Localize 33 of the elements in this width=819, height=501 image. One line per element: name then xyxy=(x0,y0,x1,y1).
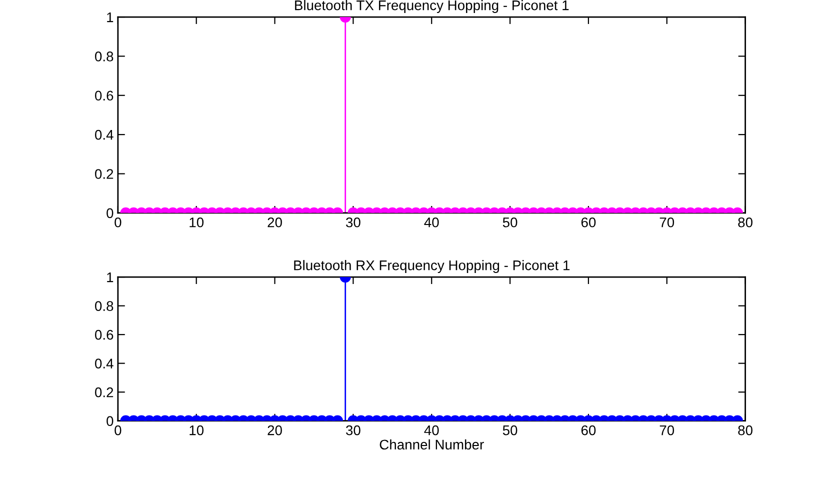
x-tick-label: 0 xyxy=(114,425,122,436)
x-tick-label: 30 xyxy=(346,425,360,436)
chart-title: Bluetooth TX Frequency Hopping - Piconet 1 xyxy=(295,0,569,13)
x-tick-label: 10 xyxy=(190,425,204,436)
x-tick-label: 60 xyxy=(581,425,596,436)
x-tick-label: 20 xyxy=(268,217,282,228)
x-tick-label: 10 xyxy=(190,217,204,228)
x-tick-label: 70 xyxy=(660,217,674,228)
y-tick-label: 1 xyxy=(107,12,114,22)
y-tick-label: 0 xyxy=(106,416,114,426)
x-tick-label: 50 xyxy=(502,217,518,228)
x-tick-label: 80 xyxy=(738,217,752,228)
y-tick-label: 0.2 xyxy=(95,169,114,179)
x-tick-label: 70 xyxy=(660,425,674,436)
x-tick-label: 30 xyxy=(346,217,360,228)
x-axis-title: Channel Number xyxy=(380,439,484,450)
y-tick-label: 0.8 xyxy=(95,52,114,62)
y-tick-label: 0 xyxy=(106,208,114,218)
x-tick-label: 80 xyxy=(738,425,752,436)
y-tick-label: 0.4 xyxy=(95,130,114,140)
x-tick-label: 60 xyxy=(581,217,596,228)
y-tick-label: 0.4 xyxy=(95,358,114,368)
chart-title: Bluetooth RX Frequency Hopping - Piconet 1 xyxy=(294,260,570,273)
x-tick-label: 20 xyxy=(268,425,282,436)
x-tick-label: 40 xyxy=(424,425,439,436)
y-tick-label: 1 xyxy=(107,272,114,282)
y-tick-label: 0.8 xyxy=(95,301,114,311)
x-tick-label: 40 xyxy=(424,217,439,228)
x-tick-label: 0 xyxy=(114,217,122,228)
y-tick-label: 0.6 xyxy=(95,330,114,340)
y-tick-label: 0.2 xyxy=(95,387,114,398)
x-tick-label: 50 xyxy=(502,425,518,436)
y-tick-label: 0.6 xyxy=(95,90,114,101)
